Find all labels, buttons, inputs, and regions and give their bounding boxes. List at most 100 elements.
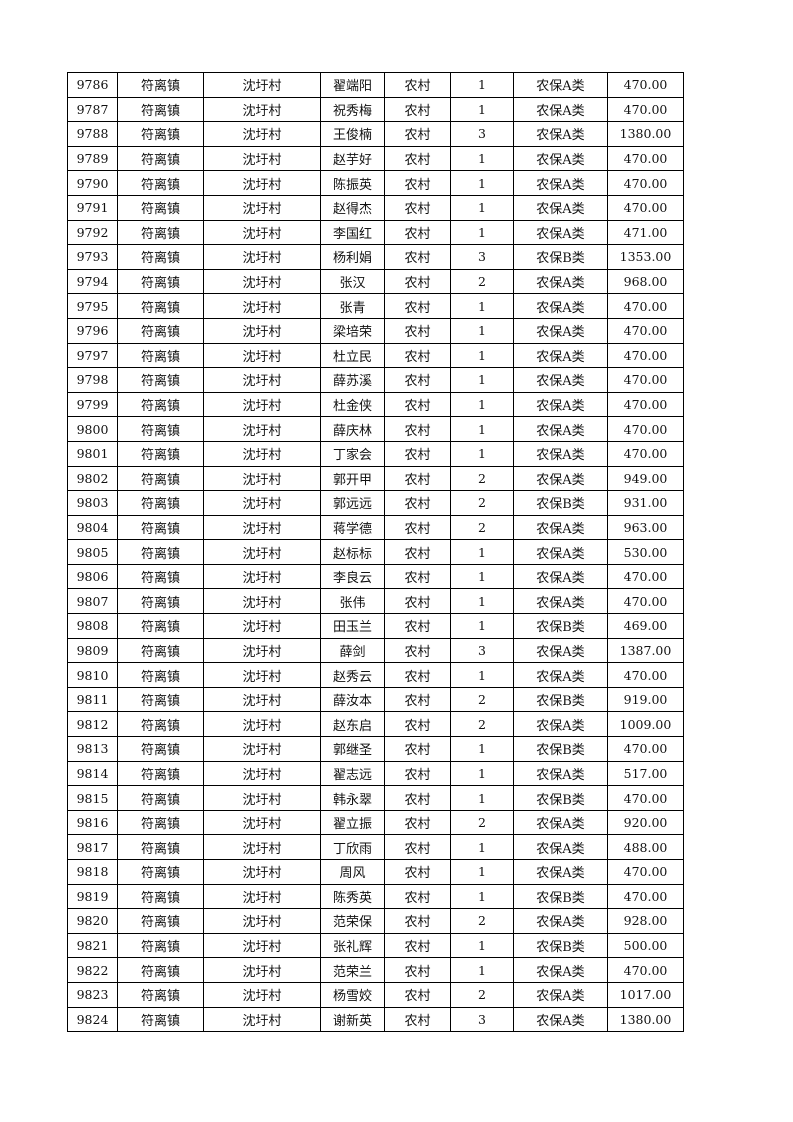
household-count-cell: 1 xyxy=(450,563,514,590)
insurance-category-cell: 农保B类 xyxy=(513,686,608,713)
amount-cell: 919.00 xyxy=(607,686,684,713)
insurance-category-cell: 农保A类 xyxy=(513,367,608,393)
insurance-category-cell: 农保A类 xyxy=(513,145,608,172)
name-cell: 李良云 xyxy=(320,563,385,590)
row-number: 9796 xyxy=(67,317,118,344)
table-row: 9803 符离镇 沈圩村 郭远远 农村 2 农保B类 931.00 xyxy=(67,490,684,516)
name-cell: 杜立民 xyxy=(320,342,385,369)
household-count-cell: 1 xyxy=(450,145,514,172)
town-cell: 符离镇 xyxy=(117,268,204,295)
household-count-cell: 1 xyxy=(450,72,514,98)
row-number: 9786 xyxy=(67,72,118,98)
area-type-cell: 农村 xyxy=(384,809,451,836)
insurance-category-cell: 农保A类 xyxy=(513,194,608,221)
insurance-category-cell: 农保A类 xyxy=(513,908,608,934)
amount-cell: 928.00 xyxy=(607,908,684,934)
amount-cell: 1387.00 xyxy=(607,637,684,664)
table-row: 9798 符离镇 沈圩村 薛苏溪 农村 1 农保A类 470.00 xyxy=(67,367,684,393)
area-type-cell: 农村 xyxy=(384,268,451,295)
insurance-category-cell: 农保A类 xyxy=(513,514,608,541)
name-cell: 郭远远 xyxy=(320,490,385,516)
area-type-cell: 农村 xyxy=(384,465,451,492)
amount-cell: 931.00 xyxy=(607,490,684,516)
name-cell: 杨利娟 xyxy=(320,244,385,270)
household-count-cell: 2 xyxy=(450,908,514,934)
amount-cell: 470.00 xyxy=(607,317,684,344)
town-cell: 符离镇 xyxy=(117,219,204,246)
table-row: 9815 符离镇 沈圩村 韩永翠 农村 1 农保B类 470.00 xyxy=(67,785,684,811)
row-number: 9794 xyxy=(67,268,118,295)
name-cell: 郭继圣 xyxy=(320,736,385,762)
household-count-cell: 1 xyxy=(450,317,514,344)
name-cell: 陈秀英 xyxy=(320,883,385,910)
village-cell: 沈圩村 xyxy=(203,367,321,393)
row-number: 9787 xyxy=(67,96,118,123)
household-count-cell: 2 xyxy=(450,268,514,295)
village-cell: 沈圩村 xyxy=(203,859,321,885)
table-row: 9810 符离镇 沈圩村 赵秀云 农村 1 农保A类 470.00 xyxy=(67,662,684,688)
table-row: 9791 符离镇 沈圩村 赵得杰 农村 1 农保A类 470.00 xyxy=(67,194,684,221)
insurance-category-cell: 农保A类 xyxy=(513,981,608,1008)
row-number: 9803 xyxy=(67,490,118,516)
town-cell: 符离镇 xyxy=(117,170,204,196)
area-type-cell: 农村 xyxy=(384,908,451,934)
row-number: 9789 xyxy=(67,145,118,172)
town-cell: 符离镇 xyxy=(117,317,204,344)
name-cell: 陈振英 xyxy=(320,170,385,196)
insurance-category-cell: 农保A类 xyxy=(513,440,608,467)
table-row: 9813 符离镇 沈圩村 郭继圣 农村 1 农保B类 470.00 xyxy=(67,736,684,762)
row-number: 9823 xyxy=(67,981,118,1008)
household-count-cell: 2 xyxy=(450,465,514,492)
insurance-category-cell: 农保A类 xyxy=(513,293,608,319)
insurance-category-cell: 农保A类 xyxy=(513,72,608,98)
town-cell: 符离镇 xyxy=(117,736,204,762)
town-cell: 符离镇 xyxy=(117,490,204,516)
insurance-category-cell: 农保B类 xyxy=(513,785,608,811)
household-count-cell: 1 xyxy=(450,194,514,221)
row-number: 9812 xyxy=(67,711,118,738)
amount-cell: 968.00 xyxy=(607,268,684,295)
table-row: 9816 符离镇 沈圩村 翟立振 农村 2 农保A类 920.00 xyxy=(67,809,684,836)
table-row: 9799 符离镇 沈圩村 杜金侠 农村 1 农保A类 470.00 xyxy=(67,391,684,418)
household-count-cell: 1 xyxy=(450,293,514,319)
town-cell: 符离镇 xyxy=(117,883,204,910)
area-type-cell: 农村 xyxy=(384,367,451,393)
household-count-cell: 1 xyxy=(450,785,514,811)
table-row: 9805 符离镇 沈圩村 赵标标 农村 1 农保A类 530.00 xyxy=(67,539,684,565)
insurance-category-cell: 农保A类 xyxy=(513,268,608,295)
name-cell: 杨雪姣 xyxy=(320,981,385,1008)
area-type-cell: 农村 xyxy=(384,490,451,516)
town-cell: 符离镇 xyxy=(117,72,204,98)
amount-cell: 470.00 xyxy=(607,145,684,172)
amount-cell: 488.00 xyxy=(607,834,684,860)
insurance-category-cell: 农保A类 xyxy=(513,760,608,787)
table-row: 9814 符离镇 沈圩村 翟志远 农村 1 农保A类 517.00 xyxy=(67,760,684,787)
amount-cell: 470.00 xyxy=(607,662,684,688)
town-cell: 符离镇 xyxy=(117,859,204,885)
insurance-category-cell: 农保B类 xyxy=(513,613,608,639)
table-row: 9823 符离镇 沈圩村 杨雪姣 农村 2 农保A类 1017.00 xyxy=(67,981,684,1008)
village-cell: 沈圩村 xyxy=(203,785,321,811)
village-cell: 沈圩村 xyxy=(203,293,321,319)
household-count-cell: 1 xyxy=(450,760,514,787)
name-cell: 张伟 xyxy=(320,588,385,615)
town-cell: 符离镇 xyxy=(117,932,204,959)
insurance-category-cell: 农保A类 xyxy=(513,391,608,418)
village-cell: 沈圩村 xyxy=(203,760,321,787)
village-cell: 沈圩村 xyxy=(203,219,321,246)
amount-cell: 470.00 xyxy=(607,342,684,369)
insurance-category-cell: 农保A类 xyxy=(513,121,608,147)
household-count-cell: 3 xyxy=(450,244,514,270)
table-row: 9787 符离镇 沈圩村 祝秀梅 农村 1 农保A类 470.00 xyxy=(67,96,684,123)
amount-cell: 470.00 xyxy=(607,883,684,910)
row-number: 9821 xyxy=(67,932,118,959)
village-cell: 沈圩村 xyxy=(203,981,321,1008)
household-count-cell: 1 xyxy=(450,736,514,762)
row-number: 9819 xyxy=(67,883,118,910)
town-cell: 符离镇 xyxy=(117,244,204,270)
table-row: 9807 符离镇 沈圩村 张伟 农村 1 农保A类 470.00 xyxy=(67,588,684,615)
village-cell: 沈圩村 xyxy=(203,268,321,295)
amount-cell: 470.00 xyxy=(607,859,684,885)
area-type-cell: 农村 xyxy=(384,637,451,664)
insurance-category-cell: 农保A类 xyxy=(513,563,608,590)
